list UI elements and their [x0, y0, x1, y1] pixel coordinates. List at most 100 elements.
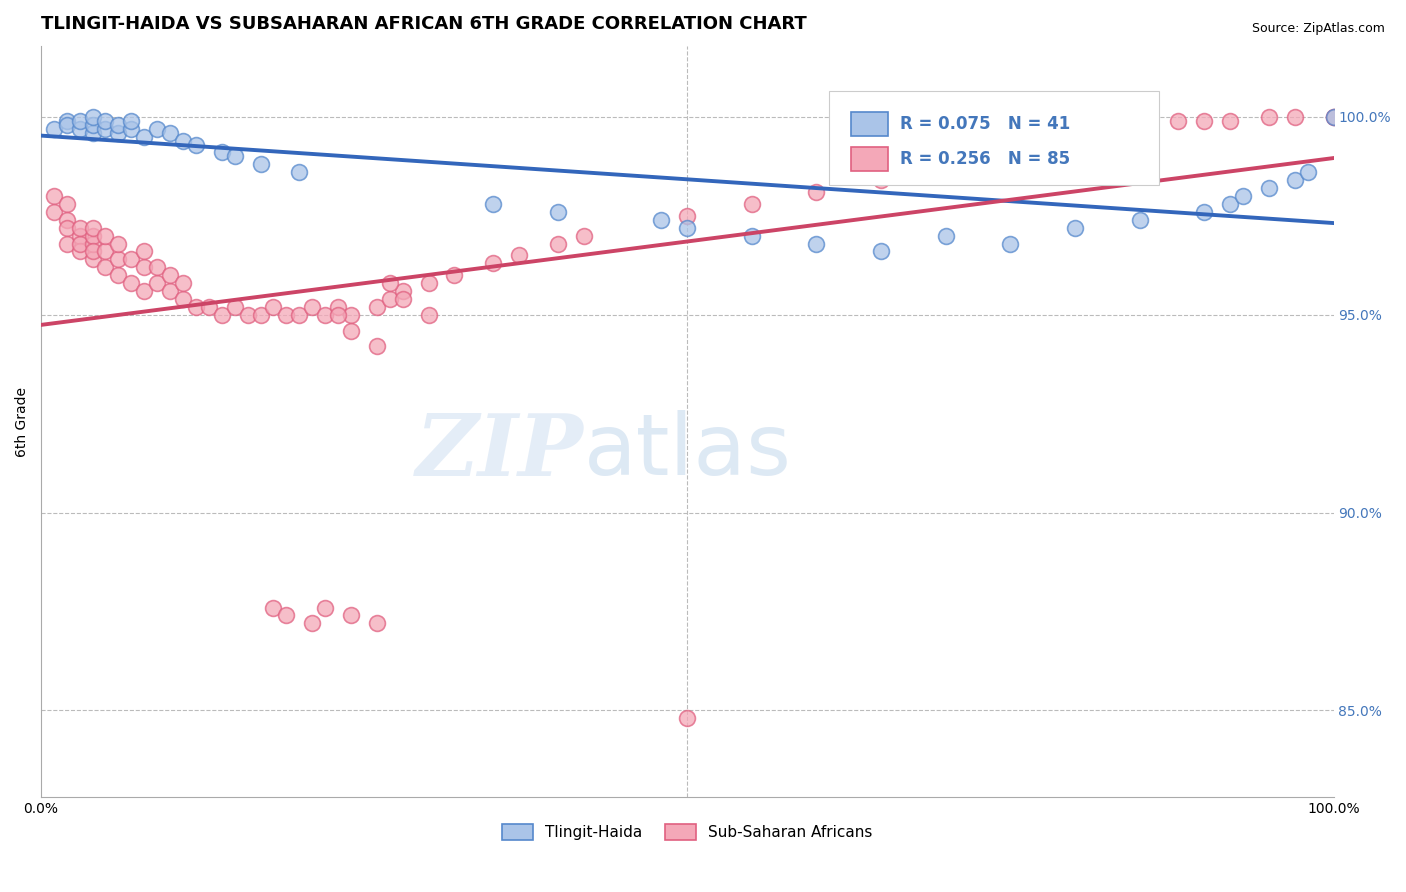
Point — [1129, 118, 1152, 132]
Point — [1167, 113, 1189, 128]
Point — [1257, 110, 1279, 124]
Point — [443, 268, 465, 282]
Point — [1000, 236, 1022, 251]
Point — [340, 308, 363, 322]
Point — [1322, 110, 1344, 124]
Point — [107, 252, 129, 267]
Point — [676, 220, 699, 235]
Point — [69, 228, 91, 243]
Point — [94, 121, 117, 136]
Point — [288, 308, 311, 322]
Point — [184, 137, 207, 152]
Point — [69, 220, 91, 235]
Point — [172, 134, 194, 148]
Point — [326, 308, 349, 322]
Point — [55, 197, 77, 211]
Legend: Tlingit-Haida, Sub-Saharan Africans: Tlingit-Haida, Sub-Saharan Africans — [496, 818, 879, 847]
Point — [1296, 165, 1319, 179]
Text: TLINGIT-HAIDA VS SUBSAHARAN AFRICAN 6TH GRADE CORRELATION CHART: TLINGIT-HAIDA VS SUBSAHARAN AFRICAN 6TH … — [41, 15, 807, 33]
Point — [741, 228, 763, 243]
Point — [224, 300, 246, 314]
Point — [69, 236, 91, 251]
Point — [806, 185, 828, 199]
Point — [146, 121, 169, 136]
FancyBboxPatch shape — [852, 112, 887, 136]
Point — [314, 308, 336, 322]
Point — [870, 173, 893, 187]
Point — [366, 300, 388, 314]
FancyBboxPatch shape — [852, 147, 887, 171]
Point — [391, 292, 413, 306]
Point — [508, 248, 530, 262]
Point — [107, 118, 129, 132]
Point — [134, 129, 156, 144]
Point — [340, 608, 363, 623]
Point — [172, 292, 194, 306]
Point — [806, 236, 828, 251]
Point — [935, 161, 957, 176]
Point — [301, 300, 323, 314]
Point — [236, 308, 259, 322]
Point — [82, 126, 104, 140]
Point — [1219, 113, 1241, 128]
Point — [676, 711, 699, 725]
Point — [1064, 220, 1087, 235]
Point — [146, 260, 169, 275]
Point — [249, 308, 271, 322]
Point — [650, 212, 672, 227]
Y-axis label: 6th Grade: 6th Grade — [15, 386, 30, 457]
Point — [42, 121, 65, 136]
Point — [378, 276, 401, 290]
Point — [94, 228, 117, 243]
Point — [55, 212, 77, 227]
Point — [1257, 181, 1279, 195]
Point — [120, 252, 142, 267]
Point — [1194, 113, 1216, 128]
Point — [120, 276, 142, 290]
Text: ZIP: ZIP — [416, 410, 583, 493]
Point — [1064, 126, 1087, 140]
Point — [870, 244, 893, 259]
Point — [42, 204, 65, 219]
Point — [82, 244, 104, 259]
Text: atlas: atlas — [583, 410, 792, 493]
Point — [224, 149, 246, 163]
Point — [107, 126, 129, 140]
Point — [82, 118, 104, 132]
Point — [482, 197, 505, 211]
Point — [1322, 110, 1344, 124]
Point — [134, 284, 156, 298]
Point — [547, 204, 569, 219]
Point — [1194, 204, 1216, 219]
Point — [94, 244, 117, 259]
Point — [276, 608, 298, 623]
Point — [249, 157, 271, 171]
Point — [211, 145, 233, 160]
Point — [82, 228, 104, 243]
Point — [69, 244, 91, 259]
Point — [1284, 173, 1306, 187]
Point — [263, 300, 285, 314]
Point — [482, 256, 505, 270]
Point — [288, 165, 311, 179]
Point — [366, 339, 388, 353]
Point — [55, 118, 77, 132]
Point — [159, 284, 181, 298]
Point — [391, 284, 413, 298]
Point — [301, 616, 323, 631]
Point — [676, 209, 699, 223]
Text: Source: ZipAtlas.com: Source: ZipAtlas.com — [1251, 22, 1385, 36]
Point — [69, 113, 91, 128]
Point — [120, 121, 142, 136]
Text: R = 0.075   N = 41: R = 0.075 N = 41 — [900, 115, 1071, 133]
Point — [82, 110, 104, 124]
Point — [418, 276, 440, 290]
Point — [134, 244, 156, 259]
FancyBboxPatch shape — [830, 91, 1159, 185]
Point — [198, 300, 221, 314]
Point — [276, 308, 298, 322]
Point — [69, 121, 91, 136]
Point — [94, 260, 117, 275]
Point — [1219, 197, 1241, 211]
Point — [935, 228, 957, 243]
